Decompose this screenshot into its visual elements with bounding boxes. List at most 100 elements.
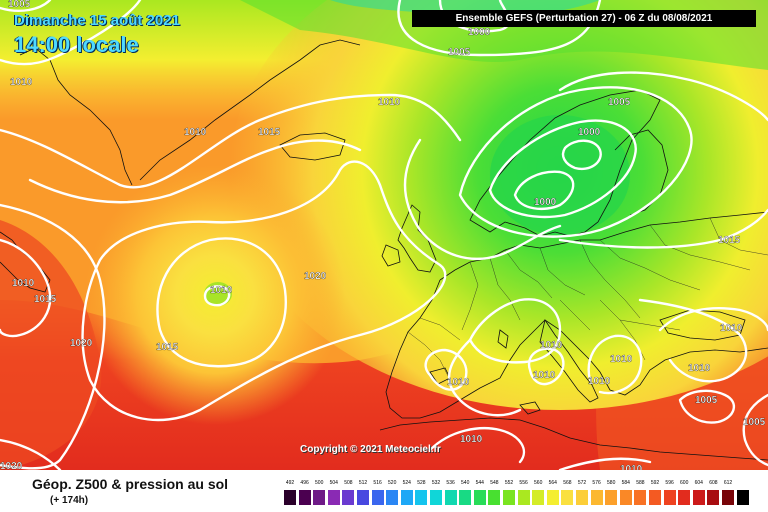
isobar-1010-norway-ring: [403, 138, 562, 260]
isobar-label: 1010: [540, 340, 563, 351]
legend-swatch: [678, 490, 691, 505]
country-borders: [407, 217, 768, 381]
legend-swatch: [649, 490, 661, 505]
isobar-1020-bottom: [0, 438, 62, 470]
legend-label: 500: [315, 480, 324, 486]
legend-swatch: [371, 490, 384, 505]
isobar-label: 1005: [608, 97, 631, 108]
legend-swatch: [415, 490, 428, 505]
legend-label: 584: [621, 480, 630, 486]
isobar-1020-atlantic: [81, 160, 447, 422]
legend-label: 552: [504, 480, 514, 486]
legend-swatch: [444, 490, 457, 505]
legend-swatch: [576, 490, 588, 505]
product-title: Géop. Z500 & pression au sol: [32, 476, 229, 492]
iceland-coast: [279, 132, 346, 161]
legend-swatch: [736, 490, 749, 505]
isobar-label: 1005: [743, 417, 766, 428]
legend-swatch: [386, 490, 399, 505]
isobar-1000-inner: [513, 170, 575, 211]
isobar-1010-balkans: [587, 334, 643, 395]
legend-label: 496: [300, 480, 309, 486]
isobar-label: 1000: [468, 27, 491, 38]
isobar-label: 1010: [688, 363, 711, 374]
geopotential-west-warm: [0, 220, 102, 470]
legend-label: 536: [446, 480, 455, 486]
isobar-label: 1020: [0, 461, 23, 470]
legend-swatch: [707, 490, 720, 505]
legend-label: 600: [680, 480, 689, 486]
legend-label: 548: [490, 480, 499, 486]
legend-label: 564: [548, 480, 557, 486]
legend-swatch: [561, 490, 574, 505]
isobar-1010-iberia: [424, 348, 468, 391]
isobar-label: 1005: [8, 0, 31, 10]
isobar-1010-italy: [527, 347, 565, 386]
legend-label: 504: [329, 480, 338, 486]
isobar-1000-scandinavia: [488, 119, 637, 219]
legend-swatch: [619, 490, 632, 505]
finland-coast: [614, 129, 669, 216]
legend-swatch: [313, 490, 326, 505]
legend-label: 588: [636, 480, 645, 486]
isobar-label: 1020: [304, 271, 327, 282]
legend-swatch: [430, 490, 442, 505]
isobar-1005-turkey: [678, 389, 736, 424]
legend-swatch: [400, 490, 413, 505]
isobar-1010-greenland: [0, 93, 462, 189]
isobar-label: 1010: [620, 464, 643, 470]
legend-label: 520: [388, 480, 397, 486]
legend-label: 540: [461, 480, 470, 486]
legend-label: 604: [694, 480, 703, 486]
legend-swatch: [488, 490, 501, 505]
legend-label: 568: [563, 480, 572, 486]
borders-east: [579, 217, 768, 319]
isobar-1005-scandinavia: [458, 86, 693, 238]
isobar-label: 1010: [588, 376, 611, 387]
model-run-banner: Ensemble GEFS (Perturbation 27) - 06 Z d…: [412, 10, 756, 27]
legend-swatch: [532, 490, 545, 505]
legend-swatch: [342, 490, 355, 505]
legend-swatch: [517, 490, 530, 505]
legend-label: 560: [534, 480, 543, 486]
legend-swatch: [298, 490, 311, 505]
isobar-1010-atlantic-core: [203, 285, 231, 307]
legend-label: 608: [709, 480, 718, 486]
borders-west: [461, 247, 586, 331]
legend-label: 508: [344, 480, 353, 486]
legend-swatch: [663, 490, 676, 505]
copyright-notice: Copyright © 2021 Meteociel.fr: [300, 444, 441, 455]
valid-time: 14:00 locale: [14, 32, 139, 57]
isobar-1010-africa: [428, 427, 526, 464]
isobar-label: 1010: [533, 370, 556, 381]
isobar-1005-top-left: [0, 0, 52, 12]
isobar-1015-west: [0, 238, 52, 338]
isobar-1010-libya: [558, 457, 652, 470]
isobar-1015-greenland: [28, 139, 362, 204]
isobar-1010-black-sea: [658, 307, 768, 332]
isobar-label: 1000: [578, 127, 601, 138]
legend-label: 576: [592, 480, 601, 486]
isobar-label: 1010: [12, 278, 35, 289]
bottom-bar: Géop. Z500 & pression au sol (+ 174h) 49…: [0, 470, 768, 512]
legend-label: 612: [723, 480, 733, 486]
legend-swatch: [546, 490, 559, 505]
isobar-label: 1010: [447, 377, 470, 388]
isobar-1010-east-south: [638, 298, 748, 383]
legend-label: 592: [650, 480, 660, 486]
isobar-1005-east-edge: [742, 393, 768, 467]
legend-label: 544: [475, 480, 484, 486]
isobar-1010-med-link: [448, 338, 522, 417]
isobar-label: 1010: [610, 354, 633, 365]
isobar-label: 1010: [210, 285, 233, 296]
isobar-label: 1015: [718, 235, 741, 246]
isobar-1010-west-loop: [0, 0, 142, 66]
isobar-1015-east: [558, 208, 768, 249]
isobar-1005-north: [397, 0, 602, 57]
legend-label: 556: [519, 480, 528, 486]
isobar-label: 1000: [534, 197, 557, 208]
forecast-lead-time: (+ 174h): [50, 495, 89, 506]
isobar-label: 1010: [378, 97, 401, 108]
legend-swatch: [590, 490, 603, 505]
